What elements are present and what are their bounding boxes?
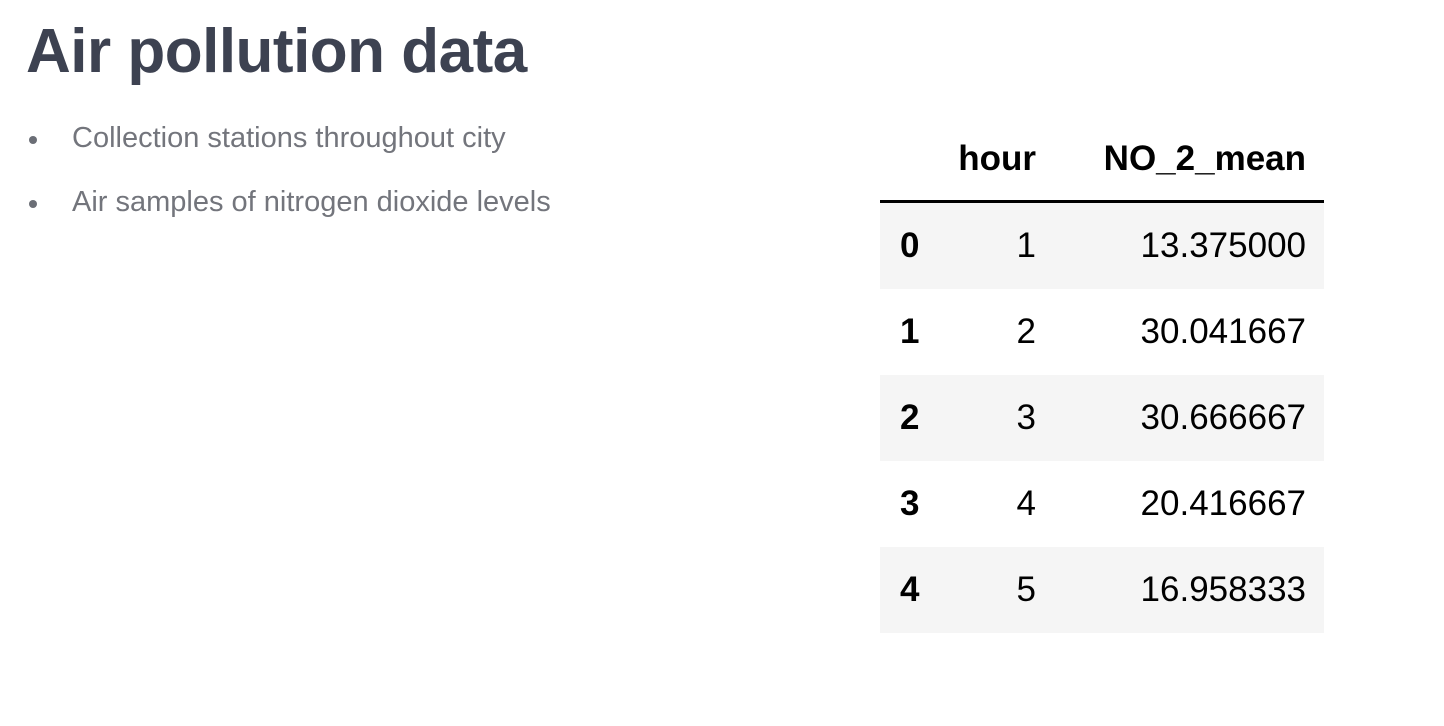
bullet-dot-icon: [29, 136, 37, 144]
hour-cell: 4: [1016, 484, 1036, 523]
no2-mean-cell: 30.666667: [1140, 398, 1306, 437]
hour-cell: 3: [1016, 398, 1036, 437]
bullet-text: Collection stations throughout city: [72, 122, 506, 154]
hour-cell: 2: [1016, 312, 1036, 351]
column-header-hour: hour: [956, 118, 1046, 203]
table-row: 0 1 13.375000: [880, 201, 1324, 289]
column-header-index: [880, 118, 956, 203]
table-row: 4 5 16.958333: [880, 547, 1324, 633]
slide-title: Air pollution data: [26, 17, 527, 86]
row-index-cell: 0: [900, 226, 920, 265]
no2-mean-cell: 16.958333: [1140, 570, 1306, 609]
row-index-cell: 2: [900, 398, 920, 437]
column-header-no2-mean: NO_2_mean: [1046, 118, 1324, 203]
row-index-cell: 1: [900, 312, 920, 351]
header-row: hour NO_2_mean: [880, 118, 1324, 203]
bullet-dot-icon: [29, 200, 37, 208]
bullet-text: Air samples of nitrogen dioxide levels: [72, 186, 551, 218]
row-index-cell: 3: [900, 484, 920, 523]
dataframe-table: hour NO_2_mean 0 1 13.375000 1 2 30.0416…: [880, 118, 1324, 633]
no2-mean-cell: 30.041667: [1140, 312, 1306, 351]
row-index-cell: 4: [900, 570, 920, 609]
hour-cell: 5: [1016, 570, 1036, 609]
hour-cell: 1: [1016, 226, 1036, 265]
no2-mean-cell: 20.416667: [1140, 484, 1306, 523]
table-row: 1 2 30.041667: [880, 289, 1324, 375]
table-row: 2 3 30.666667: [880, 375, 1324, 461]
table-header: hour NO_2_mean: [880, 118, 1324, 203]
no2-mean-cell: 13.375000: [1140, 226, 1306, 265]
table-row: 3 4 20.416667: [880, 461, 1324, 547]
table-body: 0 1 13.375000 1 2 30.041667 2 3 30.66666…: [880, 201, 1324, 633]
